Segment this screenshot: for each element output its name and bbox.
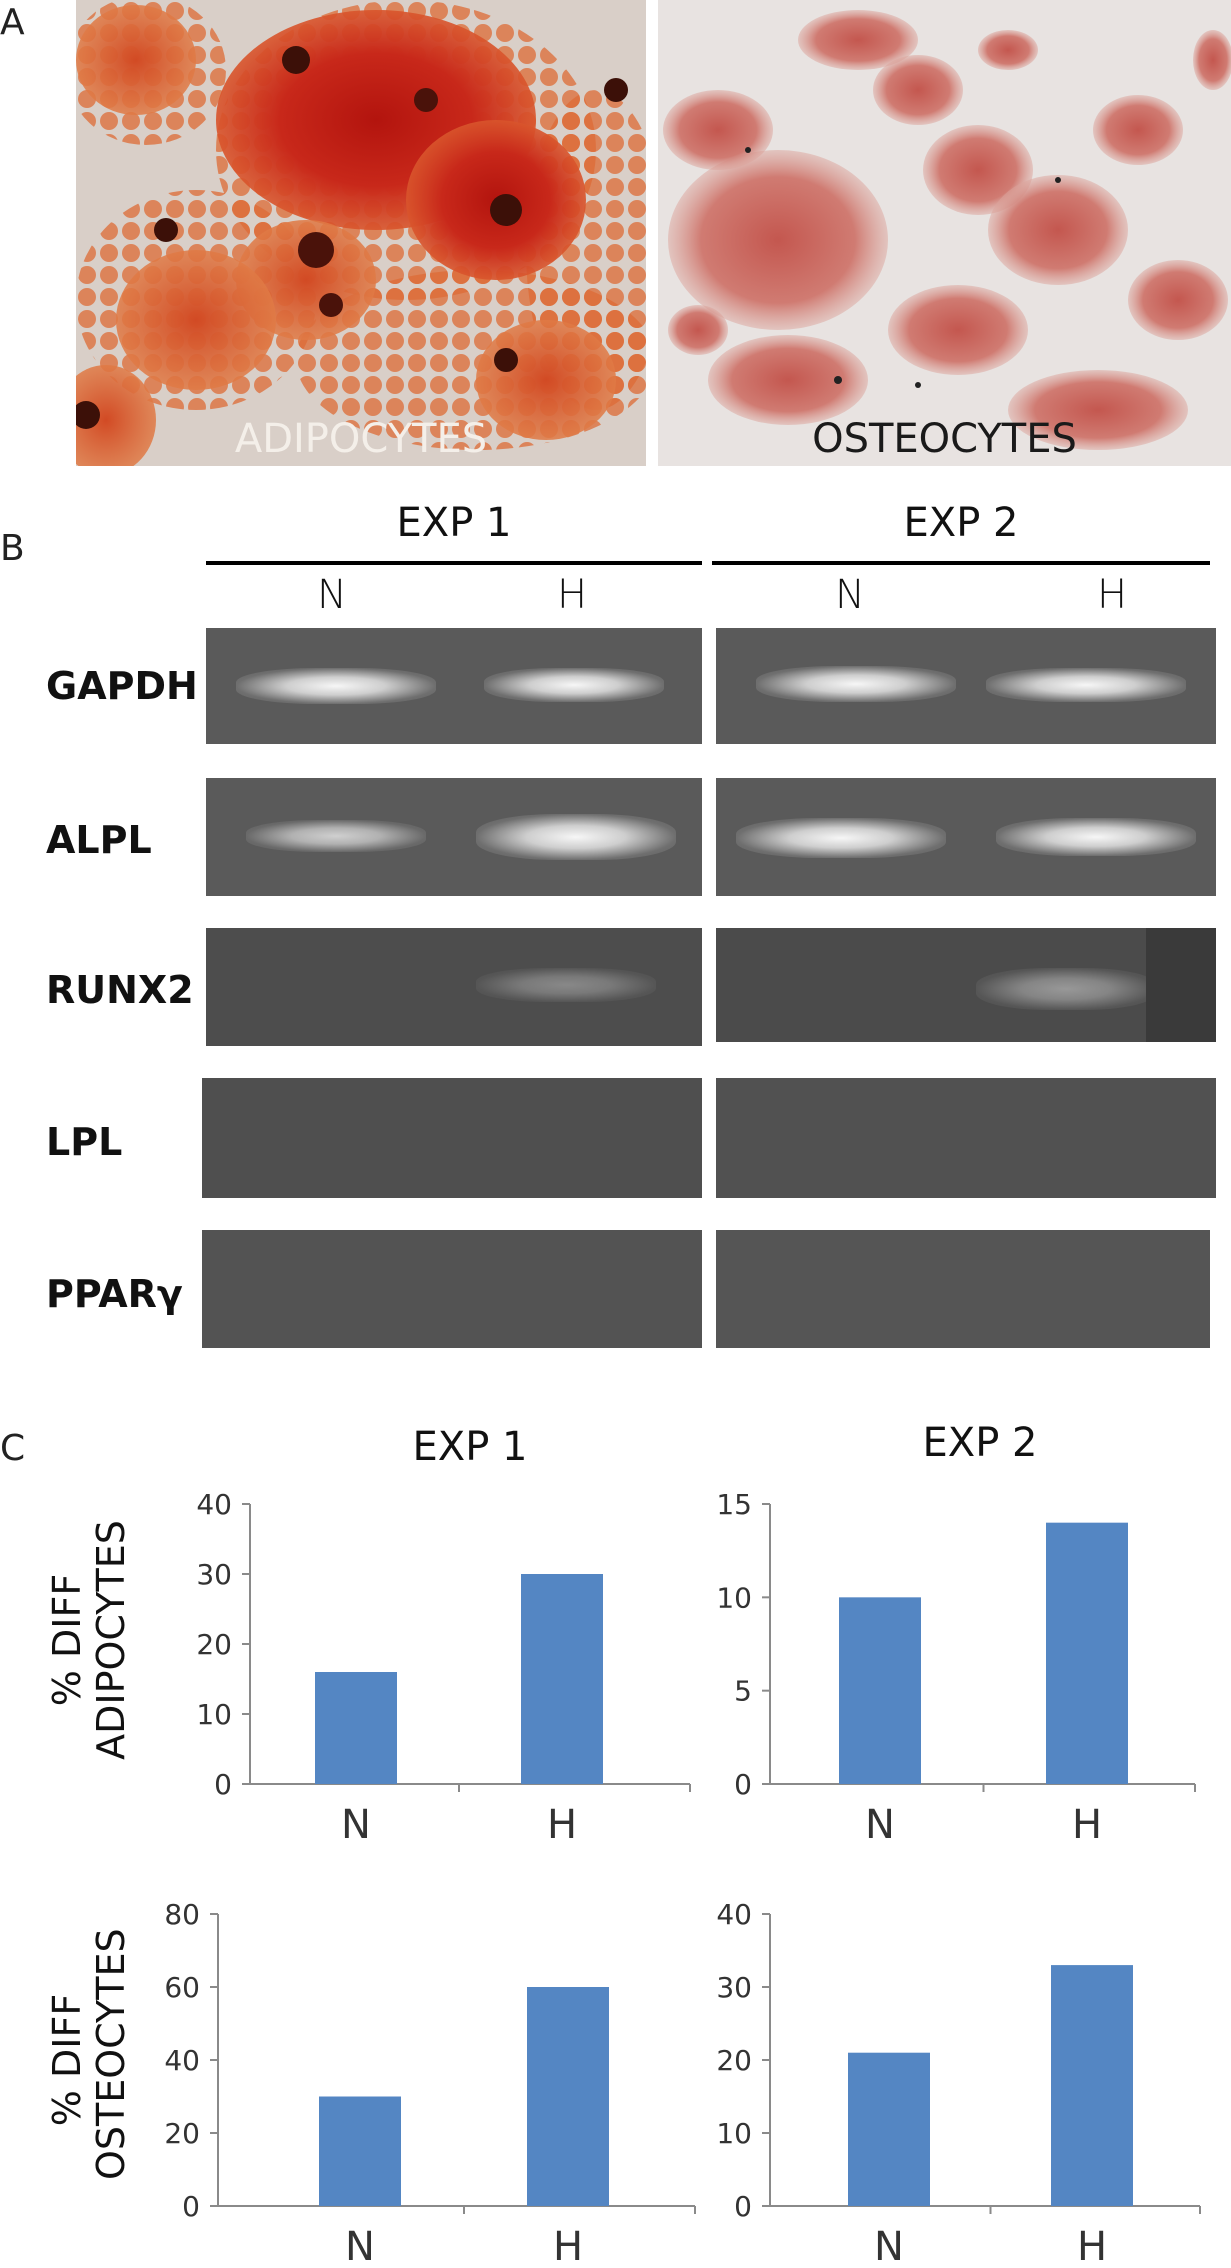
y-tick-label: 0	[734, 2190, 752, 2223]
chart-exp2-title: EXP 2	[922, 1420, 1038, 1466]
bar-n	[848, 2052, 930, 2206]
gene-label-ppar-gamma: PPARγ	[46, 1272, 183, 1316]
y-tick-label: 30	[196, 1558, 232, 1591]
bar-n	[839, 1597, 921, 1784]
y-tick-label: 10	[196, 1698, 232, 1731]
bar-h	[1046, 1522, 1128, 1784]
panel-b-letter: B	[0, 528, 25, 569]
gel-exp1-lane-h: H	[556, 572, 588, 618]
y-tick-label: 0	[214, 1768, 232, 1801]
x-category-label: N	[345, 2224, 375, 2268]
y-tick-label: 20	[196, 1628, 232, 1661]
gene-label-runx2: RUNX2	[46, 968, 194, 1012]
gel-exp2-lane-n: N	[835, 572, 865, 618]
gel-ppar-gamma-exp1	[202, 1230, 702, 1348]
ylabel-osteocytes-line2: OSTEOCYTES	[89, 1928, 133, 2180]
chart-adipocytes-exp1: 0 10 20 30 40 N H	[196, 1488, 691, 1848]
gel-runx2-exp2	[716, 928, 1216, 1042]
ylabel-adipocytes-line2: ADIPOCYTES	[89, 1520, 133, 1760]
gel-exp2-lane-h: H	[1096, 572, 1128, 618]
x-category-label: H	[547, 1802, 577, 1848]
osteocytes-label: OSTEOCYTES	[812, 416, 1077, 462]
bar-h	[521, 1574, 603, 1784]
gel-exp1-rule	[206, 561, 702, 565]
y-tick-label: 30	[716, 1971, 752, 2004]
x-category-label: N	[341, 1802, 371, 1848]
y-tick-label: 20	[164, 2117, 200, 2150]
x-category-label: N	[874, 2224, 904, 2268]
y-tick-label: 10	[716, 2117, 752, 2150]
gel-lpl-exp1	[202, 1078, 702, 1198]
gene-label-alpl: ALPL	[46, 818, 152, 862]
x-category-label: H	[553, 2224, 583, 2268]
ylabel-adipocytes-line1: % DIFF	[45, 1573, 89, 1707]
ylabel-osteocytes-line1: % DIFF	[45, 1993, 89, 2127]
gel-ppar-gamma-exp2	[716, 1230, 1210, 1348]
chart-osteocytes-exp2: 0 10 20 30 40 N H	[716, 1898, 1201, 2268]
y-tick-label: 40	[164, 2044, 200, 2077]
y-tick-label: 20	[716, 2044, 752, 2077]
gene-label-gapdh: GAPDH	[46, 664, 198, 708]
gel-exp2-title: EXP 2	[903, 500, 1019, 546]
gel-alpl-exp1	[206, 778, 702, 896]
adipocytes-label: ADIPOCYTES	[234, 416, 488, 462]
gel-alpl-exp2	[716, 778, 1216, 896]
panel-c-letter: C	[0, 1428, 26, 1469]
adipocytes-micrograph: ADIPOCYTES	[76, 0, 646, 466]
chart-exp1-title: EXP 1	[412, 1424, 528, 1470]
y-tick-label: 40	[716, 1898, 752, 1931]
x-category-label: N	[865, 1802, 895, 1848]
x-category-label: H	[1077, 2224, 1107, 2268]
x-category-label: H	[1072, 1802, 1102, 1848]
y-tick-label: 40	[196, 1488, 232, 1521]
chart-osteocytes-exp1: 0 20 40 60 80 N H	[164, 1898, 696, 2268]
y-tick-label: 5	[734, 1675, 752, 1708]
y-tick-label: 15	[716, 1488, 752, 1521]
bar-h	[1051, 1965, 1133, 2206]
gel-gapdh-exp2	[716, 628, 1216, 744]
y-tick-label: 60	[164, 1971, 200, 2004]
gene-label-lpl: LPL	[46, 1120, 123, 1164]
bar-n	[319, 2096, 401, 2206]
panel-a-letter: A	[0, 2, 25, 43]
bar-h	[527, 1987, 609, 2206]
y-tick-label: 10	[716, 1581, 752, 1614]
gel-exp2-rule	[712, 561, 1210, 565]
gel-gapdh-exp1	[206, 628, 702, 744]
osteocytes-micrograph: OSTEOCYTES	[658, 0, 1231, 466]
y-tick-label: 80	[164, 1898, 200, 1931]
y-tick-label: 0	[734, 1768, 752, 1801]
y-tick-label: 0	[182, 2190, 200, 2223]
gel-exp1-title: EXP 1	[396, 500, 512, 546]
chart-adipocytes-exp2: 0 5 10 15 N H	[716, 1488, 1196, 1848]
gel-exp1-lane-n: N	[317, 572, 347, 618]
gel-runx2-exp1	[206, 928, 702, 1046]
gel-lpl-exp2	[716, 1078, 1216, 1198]
bar-n	[315, 1672, 397, 1784]
